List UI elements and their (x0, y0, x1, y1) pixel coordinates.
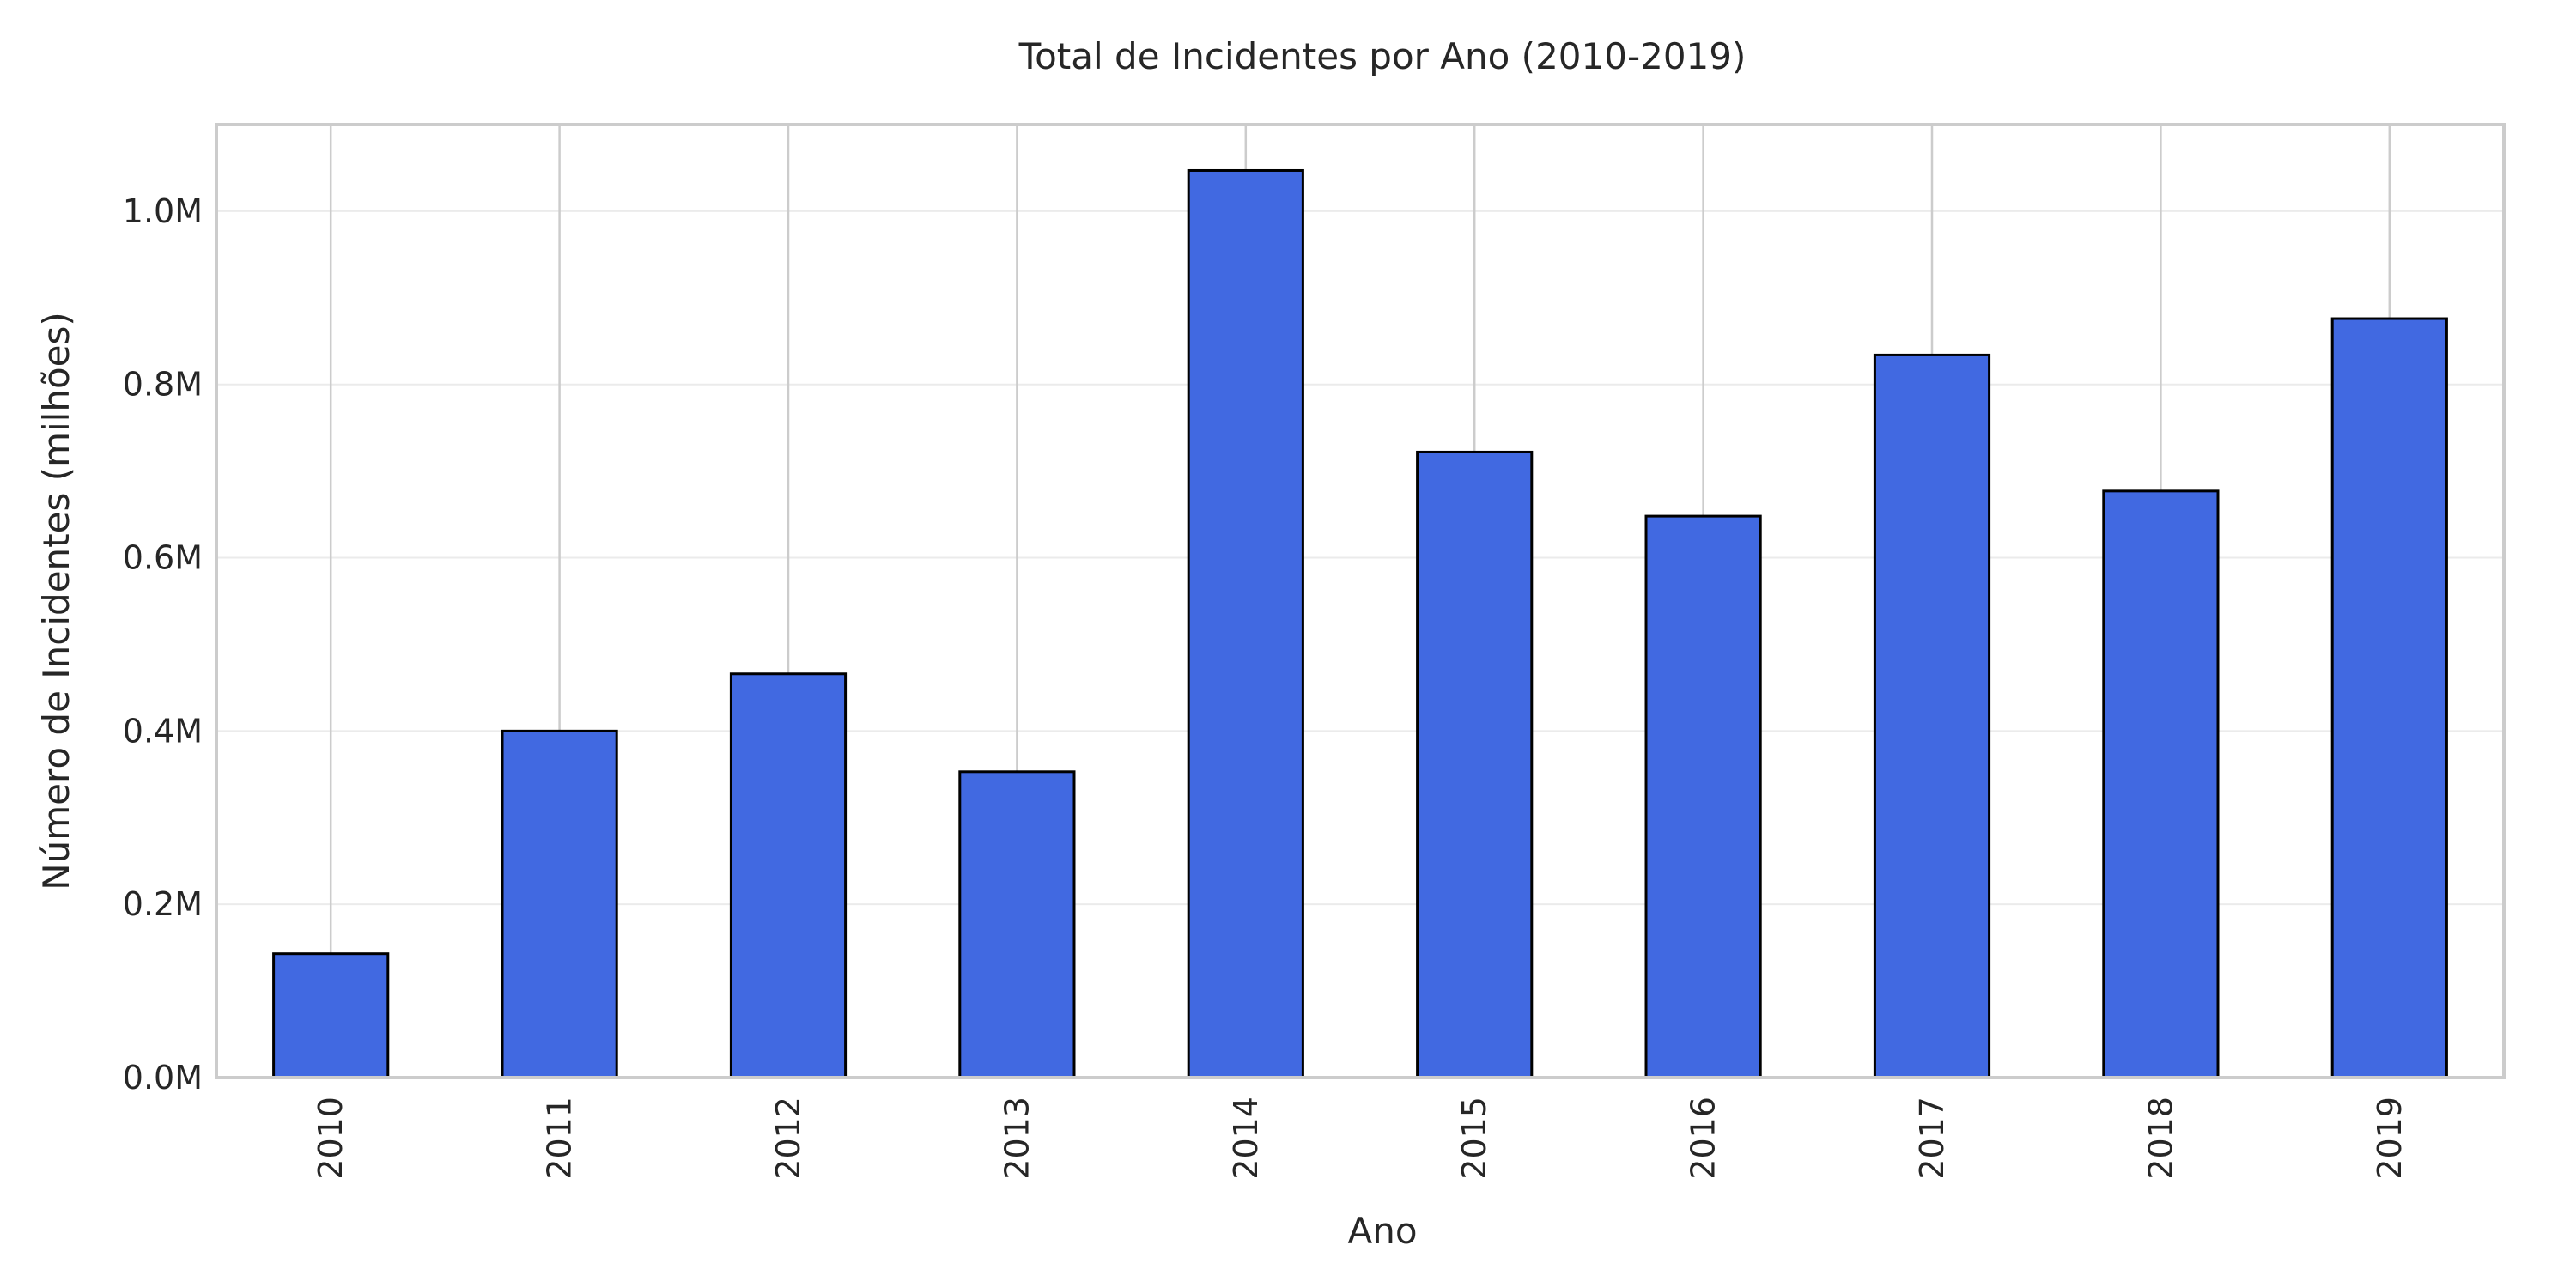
y-tick-label: 0.0M (123, 1059, 203, 1097)
bar-2010 (272, 952, 390, 1079)
x-tick-label: 2010 (312, 1097, 349, 1180)
x-tick-label: 2012 (769, 1097, 807, 1180)
bar-2014 (1187, 168, 1304, 1079)
bar-2018 (2102, 489, 2220, 1079)
plot-frame (215, 123, 2506, 1079)
x-tick-label: 2019 (2371, 1097, 2409, 1180)
y-axis-label: Número de Incidentes (milhões) (35, 312, 77, 890)
x-tick-label: 2018 (2142, 1097, 2179, 1180)
chart-title: Total de Incidentes por Ano (2010-2019) (1018, 35, 1747, 77)
x-tick-label: 2013 (998, 1097, 1036, 1180)
x-tick-labels: 2010 2011 2012 2013 2014 2015 2016 2017 2018 2019 (312, 1097, 2409, 1180)
x-tick-label: 2015 (1455, 1097, 1493, 1180)
x-axis-label: Ano (1347, 1210, 1417, 1252)
bar-2011 (501, 729, 618, 1079)
y-tick-label: 0.4M (123, 712, 203, 750)
y-tick-label: 1.0M (123, 192, 203, 230)
bar-2016 (1644, 514, 1762, 1079)
x-tick-label: 2016 (1685, 1097, 1722, 1180)
bar-2012 (729, 672, 848, 1079)
y-tick-label: 0.2M (123, 885, 203, 923)
x-tick-label: 2017 (1913, 1097, 1951, 1180)
bars-layer (272, 168, 2448, 1079)
x-tick-label: 2014 (1227, 1097, 1265, 1180)
y-tick-label: 0.6M (123, 539, 203, 577)
y-tick-label: 0.8M (123, 366, 203, 404)
bar-2015 (1416, 450, 1534, 1079)
y-tick-labels: 0.0M 0.2M 0.4M 0.6M 0.8M 1.0M (123, 192, 203, 1097)
bar-2017 (1873, 353, 1991, 1079)
x-tick-label: 2011 (541, 1097, 579, 1180)
bar-2019 (2330, 317, 2448, 1079)
bar-2013 (958, 770, 1076, 1079)
